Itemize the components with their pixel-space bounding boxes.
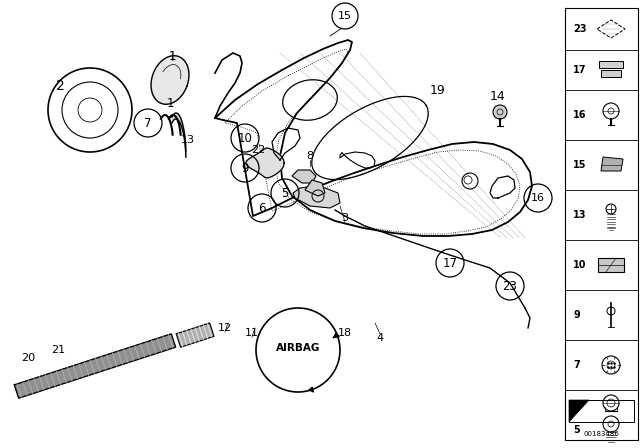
Text: 15: 15	[338, 11, 352, 21]
Text: 7: 7	[573, 360, 580, 370]
Text: 10: 10	[573, 260, 586, 270]
Circle shape	[493, 105, 507, 119]
Text: 15: 15	[573, 160, 586, 170]
Bar	[599, 61, 623, 68]
Text: 16: 16	[573, 110, 586, 120]
Text: 1: 1	[168, 49, 176, 63]
Text: 9: 9	[573, 310, 580, 320]
Text: 16: 16	[531, 193, 545, 203]
Text: 6: 6	[259, 202, 266, 215]
Polygon shape	[569, 400, 589, 422]
Text: 4: 4	[376, 333, 383, 343]
Text: 23: 23	[502, 280, 517, 293]
Text: 17: 17	[573, 65, 586, 75]
Text: 11: 11	[245, 328, 259, 338]
Text: 2: 2	[56, 79, 65, 93]
Text: 9: 9	[241, 161, 249, 175]
Text: 00183486: 00183486	[584, 431, 620, 437]
Polygon shape	[292, 170, 316, 183]
Text: 5: 5	[573, 425, 580, 435]
Text: 19: 19	[430, 83, 446, 96]
Text: 17: 17	[442, 257, 458, 270]
Polygon shape	[151, 56, 189, 104]
Bar	[569, 400, 634, 422]
Text: 23: 23	[573, 24, 586, 34]
Text: 14: 14	[490, 90, 506, 103]
Polygon shape	[601, 157, 623, 171]
Text: 3: 3	[342, 213, 349, 223]
Bar	[601, 70, 621, 77]
Text: AIRBAG: AIRBAG	[276, 343, 320, 353]
Text: 22: 22	[251, 145, 265, 155]
Text: 6: 6	[573, 400, 580, 410]
Text: 8: 8	[307, 151, 314, 161]
Polygon shape	[293, 186, 340, 208]
Bar	[598, 258, 624, 272]
Text: 7: 7	[144, 116, 152, 129]
Text: 10: 10	[237, 132, 252, 145]
Text: 13: 13	[573, 210, 586, 220]
Text: 18: 18	[338, 328, 352, 338]
Polygon shape	[305, 180, 325, 196]
Text: 21: 21	[51, 345, 65, 355]
Text: 12: 12	[218, 323, 232, 333]
Text: 20: 20	[21, 353, 35, 363]
Polygon shape	[176, 323, 214, 347]
Text: 5: 5	[282, 186, 289, 199]
Text: 1: 1	[166, 96, 173, 109]
Text: 13: 13	[181, 135, 195, 145]
Polygon shape	[14, 334, 175, 398]
Polygon shape	[246, 148, 284, 178]
FancyArrowPatch shape	[309, 387, 314, 392]
